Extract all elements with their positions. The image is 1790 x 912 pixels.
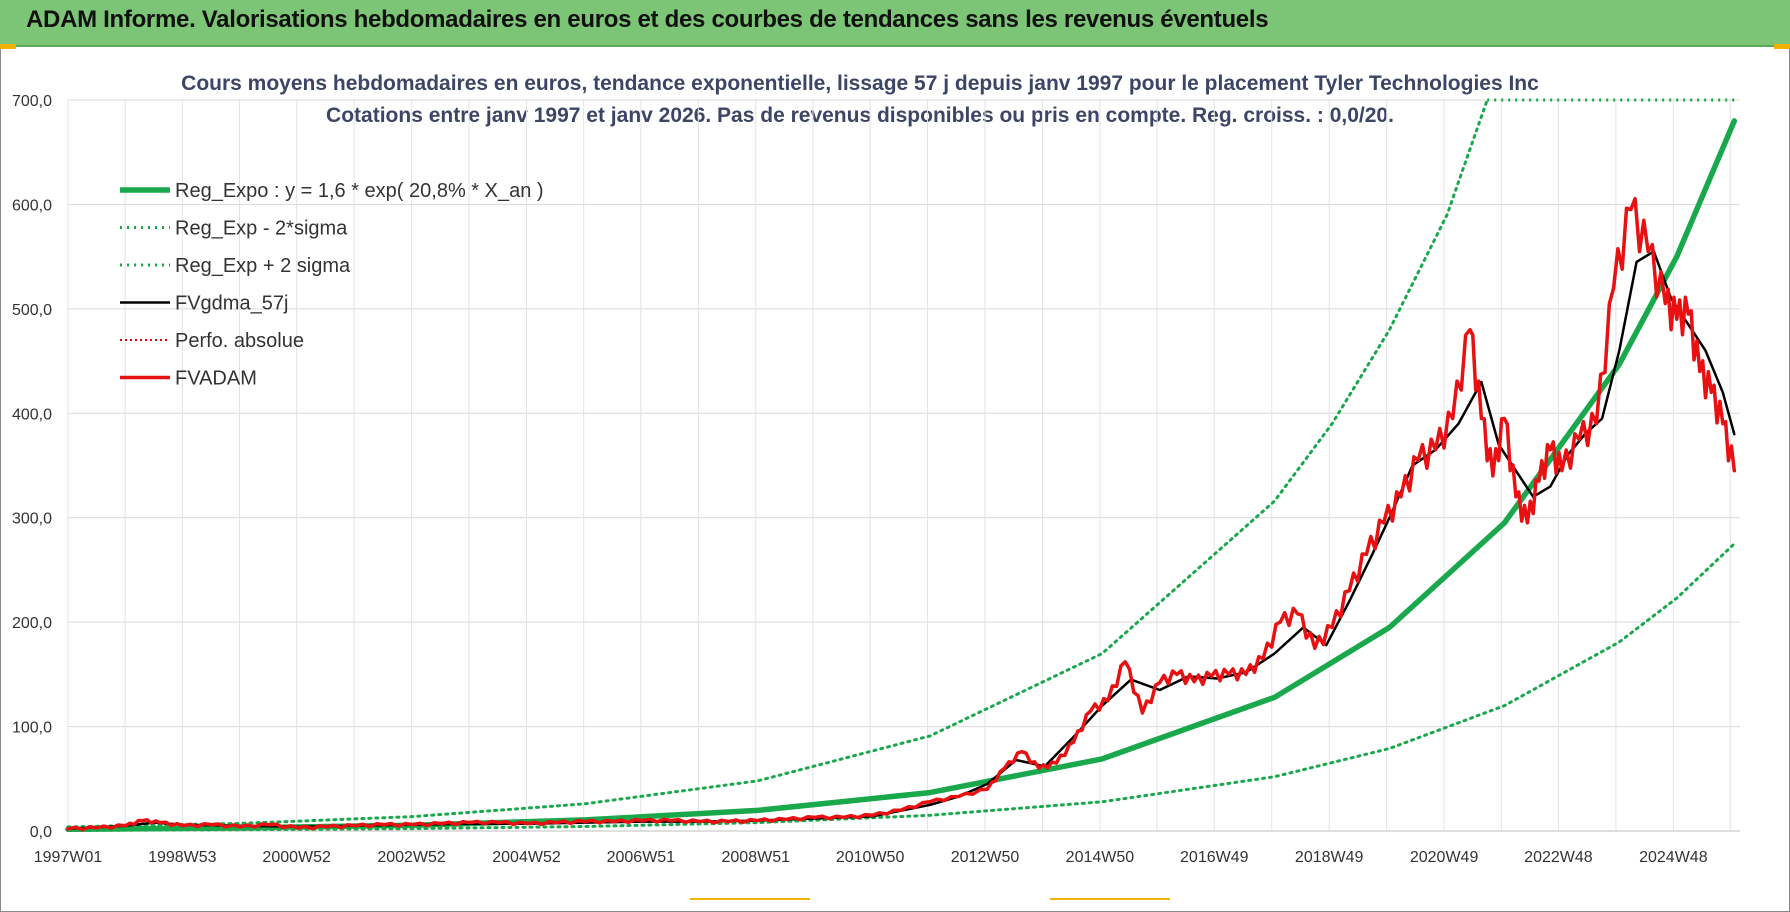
series-line-reg-exp-2-sigma xyxy=(66,542,1736,832)
x-tick-label: 2020W49 xyxy=(1410,849,1479,866)
x-tick-label: 2016W49 xyxy=(1180,849,1249,866)
grid-layer xyxy=(67,99,1740,832)
accent-mark-top-right xyxy=(1774,44,1790,49)
y-tick-label: 400,0 xyxy=(12,406,52,423)
accent-mark-bottom-left xyxy=(690,898,810,900)
legend-label: FVgdma_57j xyxy=(175,293,288,315)
y-tick-label: 500,0 xyxy=(12,302,52,319)
series-line-reg-exp-2-sigma xyxy=(66,98,1489,829)
legend-label: Reg_Exp - 2*sigma xyxy=(175,218,348,240)
x-tick-label: 2008W51 xyxy=(722,849,791,866)
accent-mark-bottom-right xyxy=(1050,898,1170,900)
x-tick-label: 2010W50 xyxy=(836,849,905,866)
y-tick-label: 300,0 xyxy=(12,511,52,528)
legend-label: FVADAM xyxy=(175,368,257,390)
chart-title: Cours moyens hebdomadaires en euros, ten… xyxy=(181,72,1539,95)
x-tick-label: 2022W48 xyxy=(1524,849,1593,866)
legend-label: Reg_Expo : y = 1,6 * exp( 20,8% * X_an ) xyxy=(175,180,544,202)
x-tick-label: 2018W49 xyxy=(1295,849,1364,866)
legend-label: Perfo. absolue xyxy=(175,330,304,352)
x-tick-label: 1997W01 xyxy=(34,849,103,866)
y-tick-label: 600,0 xyxy=(12,197,52,214)
series-line-fvadam xyxy=(66,196,1737,832)
legend-label: Reg_Exp + 2 sigma xyxy=(175,255,351,277)
y-axis: 0,0 100,0 200,0 300,0 400,0 500,0 600,0 700,0 xyxy=(12,93,52,841)
x-tick-label: 1998W53 xyxy=(148,849,217,866)
x-tick-label: 2006W51 xyxy=(607,849,676,866)
x-tick-label: 2004W52 xyxy=(492,849,561,866)
x-tick-label: 2012W50 xyxy=(951,849,1020,866)
x-tick-label: 2024W48 xyxy=(1639,849,1708,866)
y-tick-label: 100,0 xyxy=(12,720,52,737)
y-tick-label: 700,0 xyxy=(12,93,52,110)
x-tick-label: 2000W52 xyxy=(262,849,331,866)
report-banner: ADAM Informe. Valorisations hebdomadaire… xyxy=(0,0,1790,47)
x-tick-label: 2002W52 xyxy=(377,849,446,866)
series-layer xyxy=(65,98,1738,833)
x-axis: 1997W01 1998W53 2000W52 2002W52 2004W52 2006W… xyxy=(34,830,1740,866)
legend: Reg_Expo : y = 1,6 * exp( 20,8% * X_an )… xyxy=(120,180,544,390)
chart-subtitle: Cotations entre janv 1997 et janv 2026. … xyxy=(326,104,1394,127)
y-tick-label: 0,0 xyxy=(30,824,52,841)
report-title: ADAM Informe. Valorisations hebdomadaire… xyxy=(26,6,1269,33)
y-tick-label: 200,0 xyxy=(12,615,52,632)
accent-mark-top-left xyxy=(0,44,16,49)
x-tick-label: 2014W50 xyxy=(1066,849,1135,866)
